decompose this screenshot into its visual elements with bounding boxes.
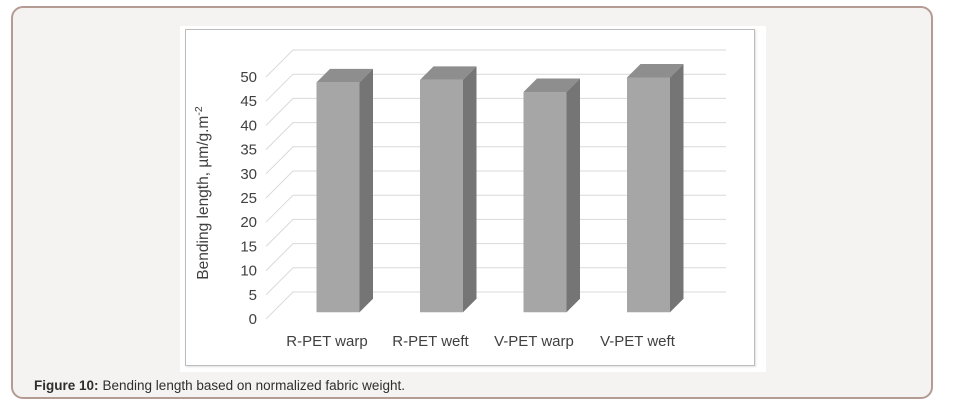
- gridline: [265, 97, 726, 126]
- bar-V-PET weft: [627, 77, 670, 313]
- y-tick-label: 50: [240, 69, 257, 86]
- gridline: [265, 267, 726, 296]
- gridline: [265, 243, 726, 271]
- y-tick-label: 5: [249, 287, 257, 304]
- bar-side-face: [670, 64, 684, 313]
- bar-top-face: [627, 64, 684, 78]
- bar-R-PET weft: [420, 79, 463, 313]
- y-tick-label: 45: [240, 93, 257, 110]
- bar-V-PET warp: [523, 92, 567, 313]
- y-tick-label: 40: [240, 117, 257, 134]
- x-category-label: R-PET weft: [392, 333, 469, 350]
- y-tick-label: 30: [240, 166, 257, 183]
- gridline: [265, 218, 726, 247]
- bending-length-bar-chart: 0 5 10 15 20 25 30 35 40 45 50 R-PET warp R-PET weft…: [193, 49, 726, 350]
- bar-side-face: [359, 68, 373, 313]
- figure-caption: Figure 10: Bending length based on normal…: [34, 378, 405, 393]
- bar-top-face: [316, 68, 373, 83]
- y-tick-label: 35: [240, 142, 257, 159]
- y-tick-label: 0: [249, 311, 257, 328]
- gridline: [265, 122, 726, 150]
- bar-side-face: [566, 78, 580, 313]
- gridline: [265, 194, 726, 223]
- x-category-label: V-PET weft: [600, 333, 676, 350]
- y-tick-label: 20: [240, 214, 257, 231]
- figure-card: 0 5 10 15 20 25 30 35 40 45 50 R-PET warp R-PET weft…: [11, 6, 933, 399]
- gridline: [265, 49, 726, 78]
- gridline: [265, 73, 726, 102]
- y-tick-label: 25: [240, 190, 257, 207]
- x-category-label: R-PET warp: [286, 333, 367, 350]
- gridline: [265, 291, 726, 320]
- bar-top-face: [420, 66, 477, 80]
- chart-frame: 0 5 10 15 20 25 30 35 40 45 50 R-PET warp R-PET weft…: [185, 29, 755, 366]
- y-tick-label: 10: [240, 263, 257, 280]
- figure-caption-label: Figure 10:: [34, 378, 99, 393]
- bar-R-PET warp: [316, 82, 360, 313]
- y-tick-label: 15: [240, 238, 257, 255]
- gridline: [265, 146, 726, 175]
- x-category-label: V-PET warp: [494, 333, 574, 350]
- chart-panel: 0 5 10 15 20 25 30 35 40 45 50 R-PET warp R-PET weft…: [180, 26, 766, 372]
- figure-caption-text: Bending length based on normalized fabri…: [102, 378, 405, 393]
- bar-top-face: [523, 78, 580, 93]
- bar-side-face: [463, 66, 477, 313]
- y-axis-title: Bending length, µm/g.m-2: [193, 106, 212, 280]
- gridline: [265, 170, 726, 199]
